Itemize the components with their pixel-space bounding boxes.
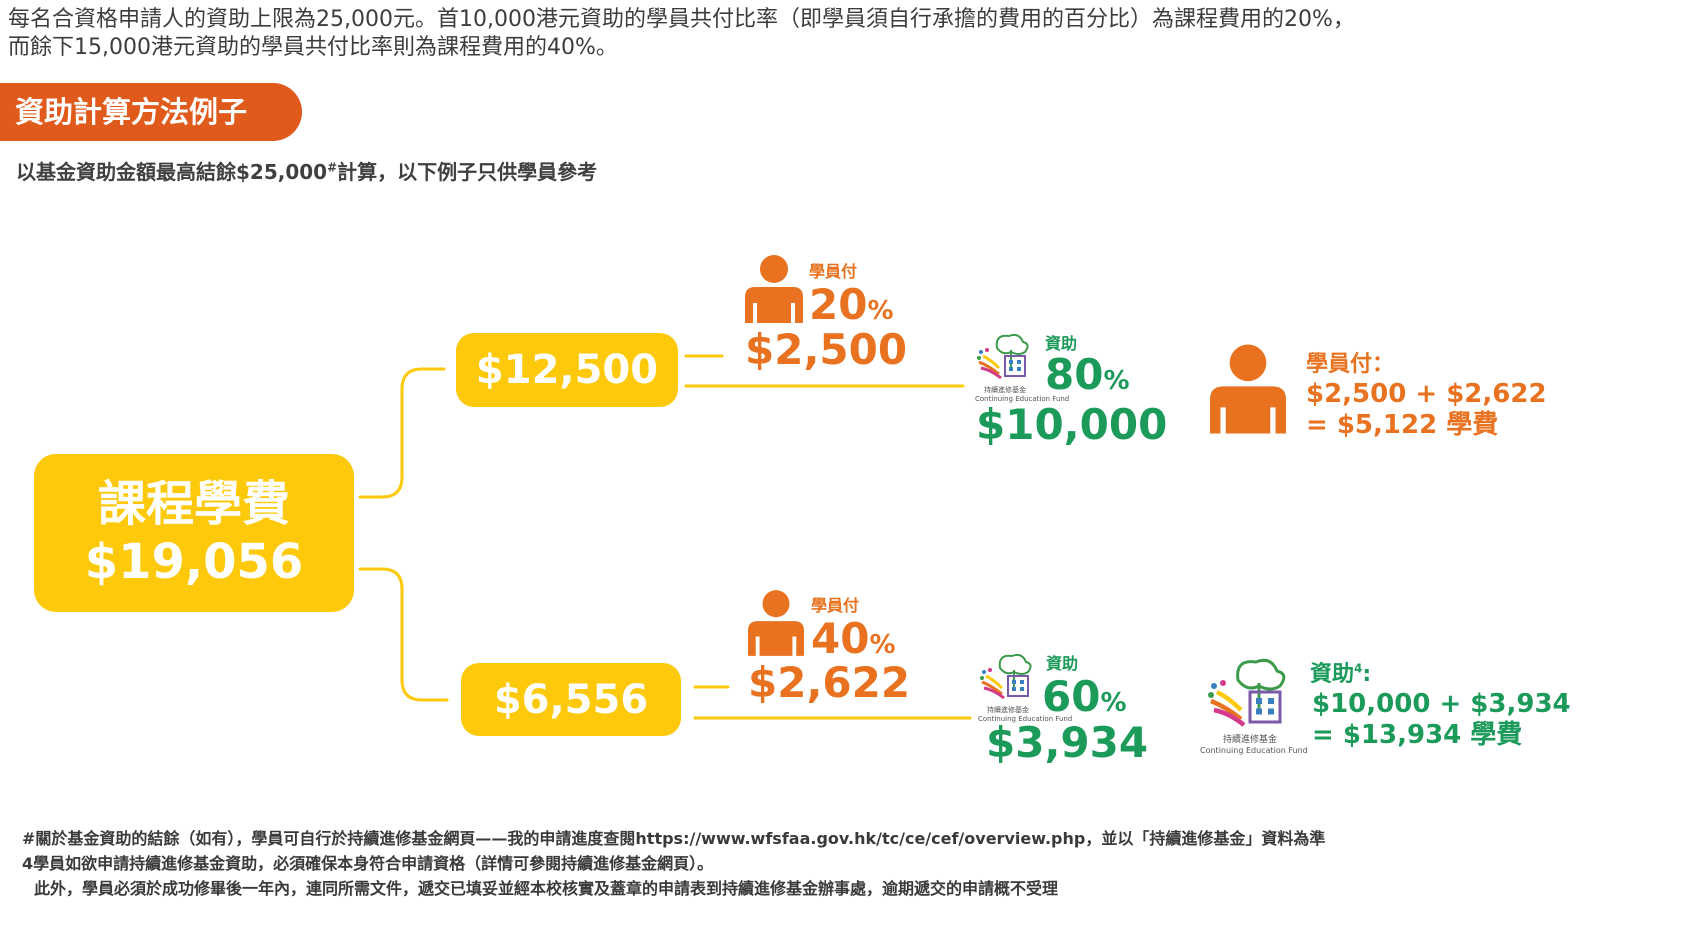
- cef-logo-zh: 持續進修基金: [1222, 735, 1277, 745]
- course-fee-box: 課程學費 $19,056: [34, 454, 354, 612]
- pct-sign: %: [867, 296, 894, 326]
- intro-line-2: 而餘下15,000港元資助的學員共付比率則為課程費用的40%。: [8, 35, 618, 60]
- cef-logo-1: 持續進修基金 Continuing Education Fund: [975, 330, 1070, 404]
- student-amount-2: $2,622: [748, 658, 911, 707]
- person-icon: [745, 255, 803, 323]
- intro-line-1: 每名合資格申請人的資助上限為25,000元。首10,000港元資助的學員共付比率…: [8, 7, 1355, 32]
- cef-logo-icon: [980, 653, 1032, 700]
- cef-logo-zh: 持續進修基金: [984, 386, 1026, 394]
- pct-sign: %: [1100, 688, 1127, 718]
- summary-subsidy-label-text: 資助: [1310, 662, 1355, 687]
- summary-subsidy-sup: 4: [1354, 661, 1363, 676]
- intro-text: 每名合資格申請人的資助上限為25,000元。首10,000港元資助的學員共付比率…: [8, 6, 1688, 62]
- person-icon: [1210, 344, 1286, 434]
- note-after: 計算，以下例子只供學員參考: [337, 160, 598, 184]
- cef-logo-en: Continuing Education Fund: [975, 395, 1070, 403]
- cef-logo-icon: [1208, 658, 1286, 727]
- connector-top: [358, 367, 446, 499]
- cef-logo-3: 持續進修基金 Continuing Education Fund: [1200, 653, 1308, 756]
- course-fee-amount: $19,056: [84, 534, 304, 590]
- note-mark: #: [327, 160, 338, 175]
- summary-student-line-1: $2,500 + $2,622: [1306, 379, 1547, 409]
- summary-subsidy-colon: :: [1362, 662, 1372, 687]
- footnote-1: #關於基金資助的結餘（如有），學員可自行於持續進修基金網頁——我的申請進度查閱h…: [22, 829, 1326, 848]
- connector-bottom: [358, 567, 449, 702]
- footnote-2: 4學員如欲申請持續進修基金資助，必須確保本身符合申請資格（詳情可參閱持續進修基金…: [22, 854, 714, 873]
- footnote-3: 此外，學員必須於成功修畢後一年內，連同所需文件，遞交已填妥並經本校核實及蓋章的申…: [34, 879, 1059, 898]
- student-amount-1: $2,500: [745, 325, 908, 374]
- summary-student-line-2: = $5,122 學費: [1306, 410, 1499, 440]
- note-line: 以基金資助金額最高結餘$25,000#計算，以下例子只供學員參考: [16, 156, 597, 185]
- student-pct-1-value: 20: [809, 280, 868, 329]
- portion-box-1: $12,500: [456, 333, 678, 407]
- section-title: 資助計算方法例子: [0, 83, 302, 141]
- cef-logo-icon: [977, 333, 1029, 380]
- pct-sign: %: [869, 630, 896, 660]
- cef-logo-zh: 持續進修基金: [987, 706, 1029, 714]
- summary-subsidy-label: 資助4:: [1310, 656, 1371, 688]
- summary-student-label: 學員付：: [1306, 352, 1395, 377]
- portion-box-2: $6,556: [461, 663, 681, 736]
- cef-logo-en: Continuing Education Fund: [978, 715, 1073, 723]
- footnotes: #關於基金資助的結餘（如有），學員可自行於持續進修基金網頁——我的申請進度查閱h…: [22, 826, 1325, 901]
- person-icon: [748, 590, 804, 656]
- summary-subsidy-line-2: = $13,934 學費: [1312, 720, 1523, 750]
- subsidy-label-1: 資助: [1045, 334, 1078, 353]
- subsidy-pct-2: 60%: [1042, 675, 1127, 725]
- cef-logo-2: 持續進修基金 Continuing Education Fund: [978, 650, 1073, 724]
- summary-subsidy-line-1: $10,000 + $3,934: [1312, 689, 1571, 719]
- student-pct-1: 20%: [809, 283, 894, 333]
- student-pay-label-2: 學員付: [811, 596, 860, 615]
- cef-logo-en: Continuing Education Fund: [1200, 746, 1308, 755]
- pct-sign: %: [1103, 366, 1130, 396]
- subsidy-amount-1: $10,000: [976, 400, 1168, 449]
- student-pay-label-1: 學員付: [809, 262, 858, 281]
- student-pct-2-value: 40: [811, 614, 870, 663]
- note-before: 以基金資助金額最高結餘$25,000: [16, 160, 328, 184]
- subsidy-label-2: 資助: [1046, 654, 1079, 673]
- subsidy-amount-2: $3,934: [986, 718, 1149, 767]
- subsidy-pct-1: 80%: [1045, 353, 1130, 403]
- course-fee-title: 課程學費: [97, 476, 290, 532]
- subsidy-pct-2-value: 60: [1042, 672, 1101, 721]
- subsidy-pct-1-value: 80: [1045, 350, 1104, 399]
- student-pct-2: 40%: [811, 617, 896, 667]
